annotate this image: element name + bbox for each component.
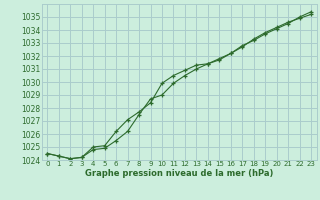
- X-axis label: Graphe pression niveau de la mer (hPa): Graphe pression niveau de la mer (hPa): [85, 169, 273, 178]
